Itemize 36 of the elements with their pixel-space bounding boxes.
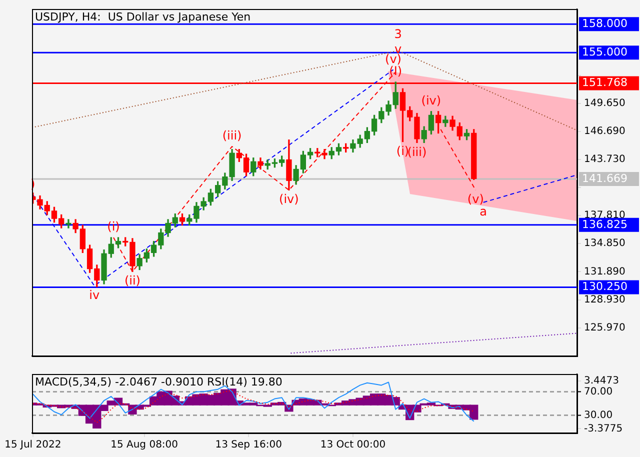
y-tick-label: 149.650 (584, 98, 626, 109)
annotation: (i) (396, 144, 410, 158)
y2-tick-label: 30.00 (584, 410, 613, 421)
ref-line-label: 151.768 (582, 76, 628, 90)
annotation: a (480, 204, 488, 219)
chart-title: USDJPY, H4: US Dollar vs Japanese Yen (35, 10, 251, 24)
annotation: (iii) (222, 128, 242, 143)
y-tick-label: 143.730 (584, 154, 626, 166)
y-tick-label: 131.890 (584, 266, 626, 278)
line-series (32, 390, 474, 424)
chart-title: MACD(5,34,5) -2.0467 -0.9010 RSI(14) 19.80 (35, 375, 282, 388)
ref-line-label: 158.000 (582, 17, 628, 30)
y-tick-label: 134.850 (584, 238, 626, 250)
annotation: (ii) (124, 274, 140, 288)
y-tick-label: -3.3775 (584, 423, 623, 434)
ref-line-label: 141.669 (582, 172, 628, 185)
annotation: 3 (394, 26, 402, 41)
y-tick-label: 3.4473 (584, 376, 619, 387)
annotation: (v) (467, 192, 484, 206)
annotation: iv (89, 288, 100, 302)
ref-line-label: 130.250 (582, 280, 628, 294)
annotation: (I) (389, 64, 402, 78)
x-tick-label: 13 Sep 16:00 (215, 440, 282, 451)
annotation: (iv) (421, 94, 442, 108)
annotation: (iii) (407, 144, 427, 159)
y-tick-label: 125.970 (584, 322, 626, 334)
ref-line-label: 155.000 (582, 45, 628, 58)
y2-tick-label: 70.00 (584, 386, 613, 398)
y-tick-label: 146.690 (584, 126, 626, 137)
y-tick-label: 128.930 (584, 294, 626, 306)
annotation: (v) (385, 52, 402, 66)
x-tick-label: 13 Oct 00:00 (320, 440, 386, 451)
x-tick-label: 15 Jul 2022 (4, 440, 62, 451)
x-tick-label: 15 Aug 08:00 (110, 440, 178, 451)
ref-line-label: 136.825 (582, 218, 628, 231)
annotation: (iv) (279, 192, 299, 206)
